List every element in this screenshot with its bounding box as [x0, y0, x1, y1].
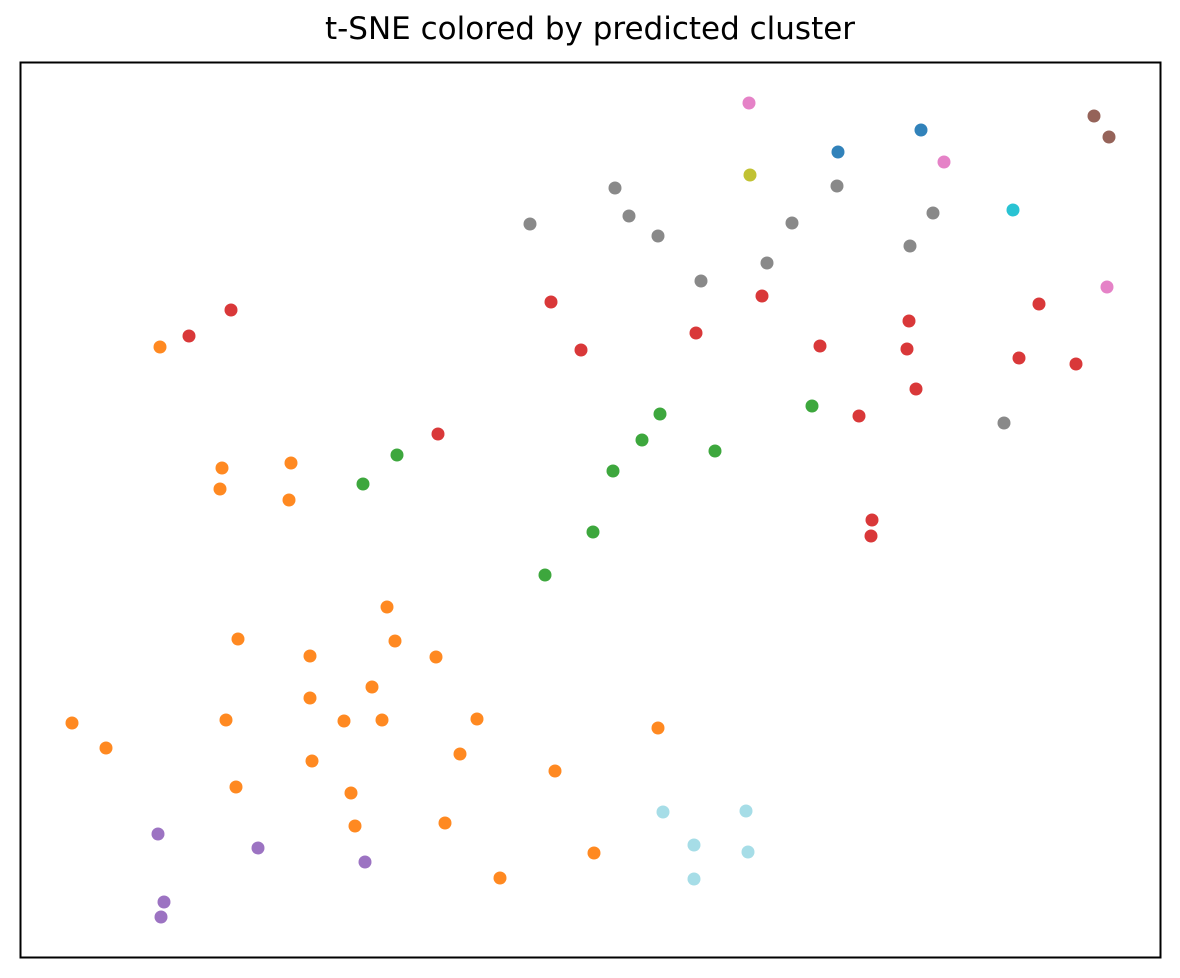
scatter-point-red — [1032, 297, 1046, 311]
scatter-point-red — [865, 513, 879, 527]
scatter-point-red — [574, 343, 588, 357]
scatter-point-orange — [229, 780, 243, 794]
scatter-point-red — [755, 289, 769, 303]
scatter-point-orange — [213, 482, 227, 496]
scatter-point-red — [864, 529, 878, 543]
scatter-point-blue — [831, 145, 845, 159]
scatter-point-purple — [154, 910, 168, 924]
scatter-point-purple — [157, 895, 171, 909]
scatter-point-brown — [1102, 130, 1116, 144]
scatter-point-green — [708, 444, 722, 458]
scatter-point-lightcyan — [687, 838, 701, 852]
scatter-point-orange — [282, 493, 296, 507]
chart-title: t-SNE colored by predicted cluster — [324, 11, 856, 47]
scatter-point-purple — [358, 855, 372, 869]
scatter-point-orange — [375, 713, 389, 727]
scatter-point-olive — [743, 168, 757, 182]
scatter-point-red — [544, 295, 558, 309]
scatter-point-pink — [937, 155, 951, 169]
scatter-point-orange — [348, 819, 362, 833]
scatter-point-cyan — [1006, 203, 1020, 217]
scatter-point-orange — [470, 712, 484, 726]
scatter-point-gray — [760, 256, 774, 270]
scatter-point-gray — [622, 209, 636, 223]
scatter-point-blue — [914, 123, 928, 137]
scatter-point-orange — [215, 461, 229, 475]
scatter-point-red — [182, 329, 196, 343]
scatter-point-brown — [1087, 109, 1101, 123]
scatter-point-lightcyan — [741, 845, 755, 859]
scatter-point-gray — [785, 216, 799, 230]
scatter-point-red — [1012, 351, 1026, 365]
scatter-point-green — [653, 407, 667, 421]
scatter-point-orange — [303, 649, 317, 663]
scatter-point-purple — [151, 827, 165, 841]
scatter-point-orange — [453, 747, 467, 761]
scatter-point-red — [1069, 357, 1083, 371]
scatter-point-orange — [651, 721, 665, 735]
scatter-point-pink — [1100, 280, 1114, 294]
scatter-point-orange — [231, 632, 245, 646]
scatter-point-green — [356, 477, 370, 491]
scatter-point-gray — [651, 229, 665, 243]
scatter-point-lightcyan — [687, 872, 701, 886]
scatter-point-green — [606, 464, 620, 478]
scatter-point-gray — [608, 181, 622, 195]
scatter-point-gray — [830, 179, 844, 193]
scatter-point-red — [909, 382, 923, 396]
scatter-point-orange — [153, 340, 167, 354]
scatter-point-orange — [388, 634, 402, 648]
scatter-point-green — [538, 568, 552, 582]
scatter-point-lightcyan — [739, 804, 753, 818]
scatter-points — [65, 96, 1116, 924]
scatter-point-red — [902, 314, 916, 328]
scatter-point-gray — [997, 416, 1011, 430]
scatter-point-orange — [219, 713, 233, 727]
scatter-point-orange — [337, 714, 351, 728]
scatter-point-orange — [305, 754, 319, 768]
scatter-point-gray — [903, 239, 917, 253]
scatter-point-green — [390, 448, 404, 462]
scatter-point-red — [900, 342, 914, 356]
scatter-point-orange — [344, 786, 358, 800]
scatter-point-gray — [523, 217, 537, 231]
scatter-point-gray — [926, 206, 940, 220]
scatter-point-red — [852, 409, 866, 423]
scatter-point-orange — [303, 691, 317, 705]
scatter-point-lightcyan — [656, 805, 670, 819]
scatter-point-red — [689, 326, 703, 340]
scatter-point-red — [224, 303, 238, 317]
scatter-point-pink — [742, 96, 756, 110]
plot-area-frame — [19, 61, 1162, 959]
scatter-point-red — [431, 427, 445, 441]
scatter-point-orange — [99, 741, 113, 755]
scatter-point-orange — [380, 600, 394, 614]
scatter-point-orange — [587, 846, 601, 860]
scatter-point-red — [813, 339, 827, 353]
scatter-point-orange — [438, 816, 452, 830]
scatter-point-orange — [493, 871, 507, 885]
scatter-point-gray — [694, 274, 708, 288]
scatter-point-green — [805, 399, 819, 413]
scatter-point-orange — [429, 650, 443, 664]
scatter-point-green — [586, 525, 600, 539]
scatter-point-orange — [65, 716, 79, 730]
scatter-point-green — [635, 433, 649, 447]
scatter-point-orange — [284, 456, 298, 470]
scatter-point-purple — [251, 841, 265, 855]
scatter-point-orange — [365, 680, 379, 694]
scatter-point-orange — [548, 764, 562, 778]
